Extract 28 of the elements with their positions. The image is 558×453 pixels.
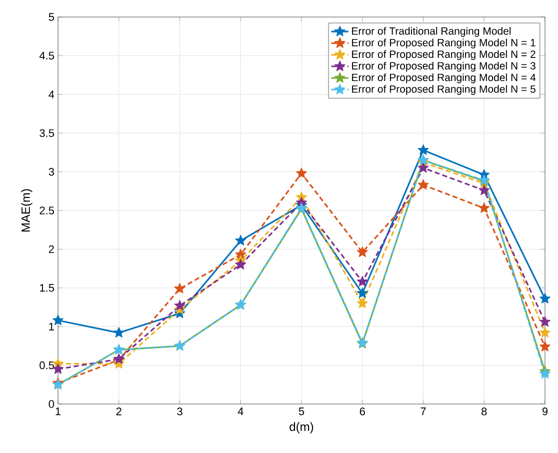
y-tick-label: 4: [48, 90, 54, 98]
x-tick-label: 8: [482, 408, 487, 416]
legend-label: Error of Traditional Ranging Model: [352, 27, 511, 37]
x-axis-title: d(m): [290, 422, 314, 434]
y-tick-label: 4.5: [39, 52, 54, 60]
legend-label: Error of Proposed Ranging Model N = 5: [352, 85, 536, 95]
y-tick-label: 3.5: [40, 129, 54, 137]
y-tick-label: 1.5: [40, 284, 54, 292]
y-axis-title: MAE(m): [21, 189, 32, 232]
x-tick-label: 9: [542, 408, 548, 416]
x-tick-label: 4: [238, 408, 244, 416]
y-tick-label: 1: [49, 322, 54, 330]
x-tick-label: 6: [360, 408, 365, 416]
x-tick-label: 1: [56, 408, 61, 416]
x-tick-label: 7: [420, 408, 426, 416]
y-tick-label: 0.5: [40, 361, 54, 370]
x-tick-label: 3: [177, 408, 182, 416]
y-tick-label: 2: [48, 245, 54, 254]
x-tick-label: 5: [298, 408, 304, 416]
legend-label: Error of Proposed Ranging Model N = 4: [352, 73, 536, 84]
y-tick-label: 2.5: [40, 206, 54, 214]
y-tick-label: 5: [48, 13, 54, 21]
legend-label: Error of Proposed Ranging Model N = 1: [352, 38, 536, 48]
x-tick-label: 2: [116, 408, 122, 416]
legend-label: Error of Proposed Ranging Model N = 3: [352, 62, 536, 72]
legend-label: Error of Proposed Ranging Model N = 2: [352, 50, 536, 60]
y-tick-label: 0: [48, 400, 54, 408]
y-tick-label: 3: [48, 168, 54, 176]
